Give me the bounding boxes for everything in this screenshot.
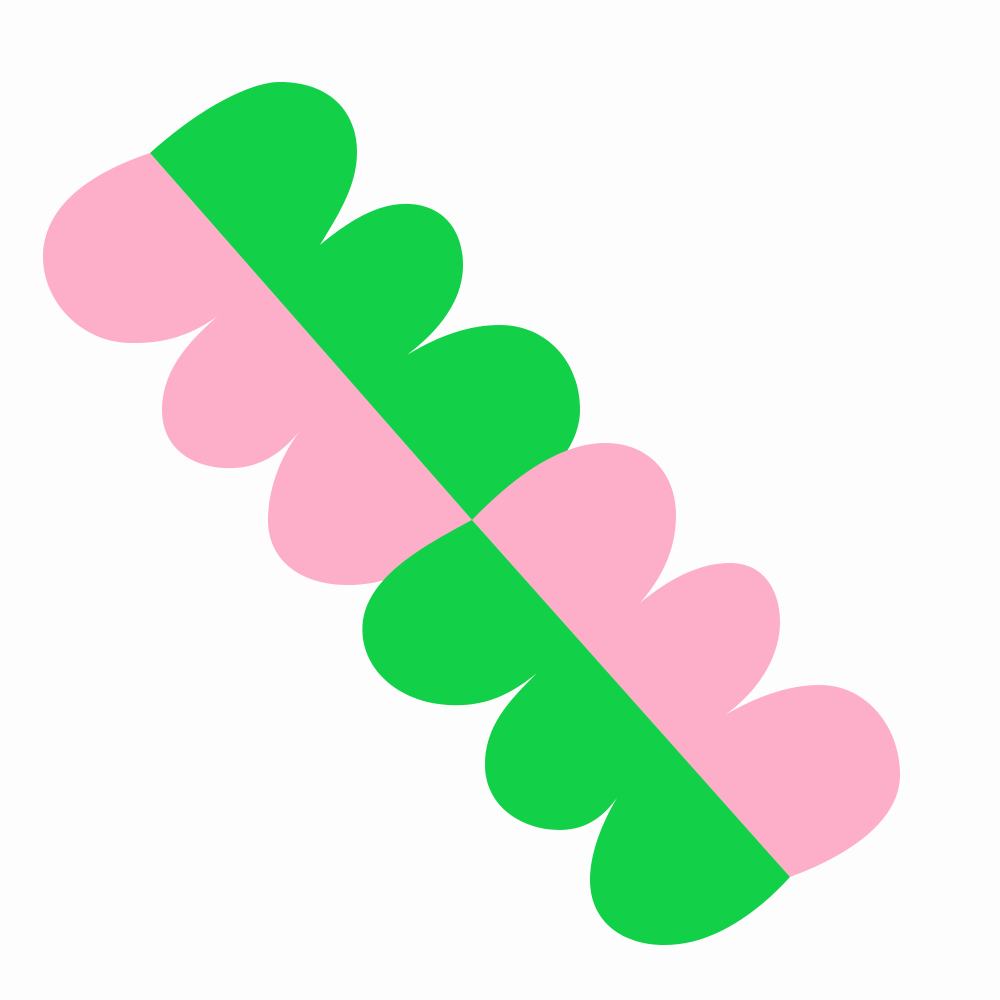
lower-pink-scalloped-shape (472, 443, 900, 877)
lower-green-scalloped-shape (362, 520, 790, 945)
upper-green-scalloped-shape (150, 82, 580, 520)
upper-pink-scalloped-shape (42, 153, 472, 585)
